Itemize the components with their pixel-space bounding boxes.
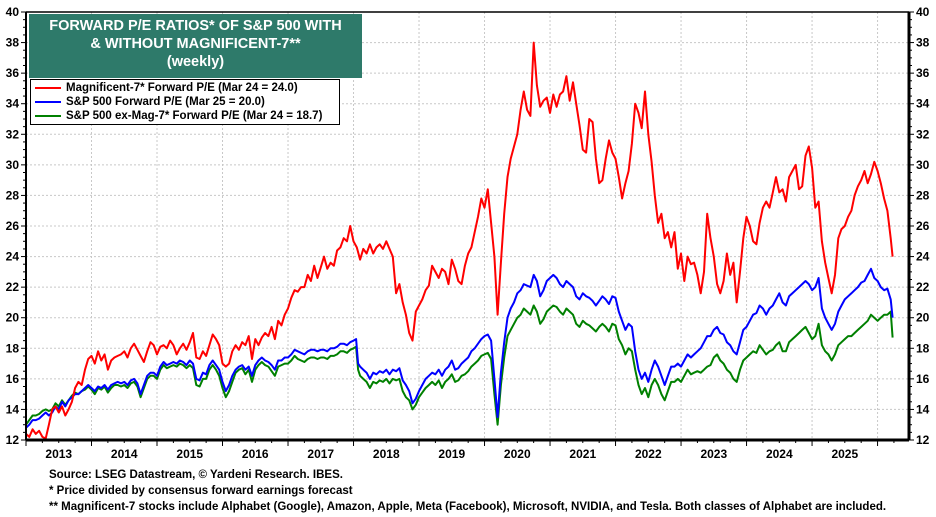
footnotes: Source: LSEG Datastream, © Yardeni Resea… — [49, 467, 886, 515]
y-tick-label-right: 32 — [916, 127, 930, 141]
y-tick-label-right: 40 — [916, 5, 930, 19]
y-tick-label-left: 24 — [6, 250, 20, 264]
source-note: Source: LSEG Datastream, © Yardeni Resea… — [49, 469, 343, 481]
y-tick-label-left: 38 — [6, 36, 20, 50]
y-tick-label-left: 28 — [6, 188, 20, 202]
y-tick-label-right: 22 — [916, 280, 930, 294]
y-tick-label-right: 26 — [916, 219, 930, 233]
y-tick-label-right: 16 — [916, 372, 930, 386]
footnote-1: * Price divided by consensus forward ear… — [49, 485, 353, 497]
x-tick-label: 2025 — [831, 447, 858, 461]
legend-item-sp500: S&P 500 Forward P/E (Mar 25 = 20.0) — [35, 95, 335, 109]
y-tick-label-left: 16 — [6, 372, 20, 386]
y-tick-label-left: 18 — [6, 341, 20, 355]
y-tick-label-right: 34 — [916, 97, 930, 111]
legend-label: S&P 500 Forward P/E (Mar 25 = 20.0) — [66, 96, 265, 108]
legend-item-ex-mag7: S&P 500 ex-Mag-7* Forward P/E (Mar 24 = … — [35, 109, 335, 123]
x-tick-label: 2014 — [111, 447, 138, 461]
chart-subtitle: (weekly) — [166, 54, 225, 70]
y-tick-label-right: 30 — [916, 158, 930, 172]
x-axis: 2013 2014 2015 2016 2017 2018 2019 2020 2021 2022… — [25, 440, 895, 461]
legend-item-mag7: Magnificent-7* Forward P/E (Mar 24 = 24.… — [35, 81, 335, 95]
y-tick-label-left: 30 — [6, 158, 20, 172]
y-tick-label-right: 14 — [916, 402, 930, 416]
x-tick-label: 2015 — [176, 447, 203, 461]
gridlines — [26, 12, 909, 440]
y-tick-label-right: 38 — [916, 36, 930, 50]
x-tick-label: 2021 — [569, 447, 596, 461]
y-tick-label-left: 36 — [6, 66, 20, 80]
x-tick-label: 2022 — [635, 447, 662, 461]
footnote-2: ** Magnificent-7 stocks include Alphabet… — [49, 501, 887, 513]
y-tick-label-right: 36 — [916, 66, 930, 80]
chart-title-box: FORWARD P/E RATIOS* OF S&P 500 WITH & WI… — [29, 14, 362, 78]
legend-label: Magnificent-7* Forward P/E (Mar 24 = 24.… — [66, 82, 298, 94]
legend: Magnificent-7* Forward P/E (Mar 24 = 24.… — [30, 79, 340, 125]
y-tick-label-left: 12 — [6, 433, 20, 447]
series-line-sp500 — [25, 267, 894, 429]
legend-swatch-green — [35, 115, 61, 117]
x-tick-label: 2024 — [766, 447, 793, 461]
y-tick-label-right: 12 — [916, 433, 930, 447]
y-tick-label-left: 22 — [6, 280, 20, 294]
x-tick-label: 2018 — [373, 447, 400, 461]
legend-swatch-blue — [35, 101, 61, 103]
x-tick-label: 2019 — [438, 447, 465, 461]
y-tick-label-right: 18 — [916, 341, 930, 355]
y-tick-label-left: 26 — [6, 219, 20, 233]
x-tick-label: 2023 — [700, 447, 727, 461]
y-tick-label-left: 14 — [6, 402, 20, 416]
y-tick-label-left: 20 — [6, 311, 20, 325]
chart-title-line-2: & WITHOUT MAGNIFICENT-7** — [90, 36, 301, 52]
y-axis-left: 12 14 16 18 20 22 24 26 28 30 32 34 36 38 40 — [6, 5, 26, 447]
x-tick-label: 2020 — [504, 447, 531, 461]
series-line-ex-mag7 — [25, 304, 894, 426]
y-tick-label-right: 20 — [916, 311, 930, 325]
series-lines — [25, 41, 894, 440]
chart-title-line-1: FORWARD P/E RATIOS* OF S&P 500 WITH — [49, 18, 342, 34]
legend-label: S&P 500 ex-Mag-7* Forward P/E (Mar 24 = … — [66, 110, 323, 122]
y-tick-label-right: 28 — [916, 188, 930, 202]
y-tick-label-left: 32 — [6, 127, 20, 141]
y-axis-right: 12 14 16 18 20 22 24 26 28 30 32 34 36 38 40 — [909, 5, 930, 447]
x-tick-label: 2017 — [307, 447, 334, 461]
series-line-mag7 — [25, 41, 894, 440]
y-tick-label-right: 24 — [916, 250, 930, 264]
x-tick-label: 2013 — [45, 447, 72, 461]
legend-swatch-red — [35, 87, 61, 89]
y-tick-label-left: 40 — [6, 5, 20, 19]
y-tick-label-left: 34 — [6, 97, 20, 111]
x-tick-label: 2016 — [242, 447, 269, 461]
